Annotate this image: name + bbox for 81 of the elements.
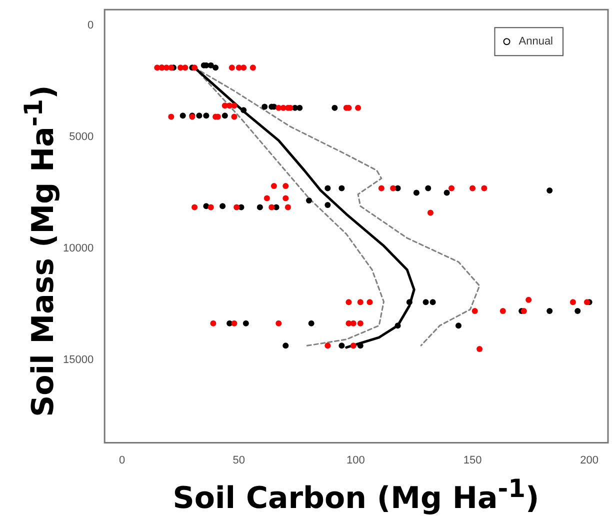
point — [240, 64, 247, 71]
point — [203, 112, 210, 119]
point — [355, 104, 362, 111]
point — [406, 299, 412, 306]
point — [430, 299, 436, 306]
point — [264, 195, 270, 202]
point — [500, 308, 506, 314]
point — [546, 308, 553, 314]
point — [270, 183, 277, 190]
point — [470, 185, 476, 192]
point — [444, 190, 450, 196]
point — [425, 185, 432, 192]
point — [476, 346, 483, 352]
point — [168, 114, 174, 120]
point — [574, 308, 581, 314]
point — [350, 342, 356, 349]
point — [427, 210, 434, 216]
point — [338, 342, 345, 349]
point — [394, 322, 401, 329]
point — [282, 342, 289, 349]
x-tick-label: 200 — [580, 454, 598, 466]
x-tick-label: 0 — [119, 454, 126, 466]
point — [413, 190, 420, 196]
point — [282, 195, 289, 202]
point — [366, 299, 373, 306]
point — [192, 204, 198, 210]
point — [168, 64, 174, 71]
point — [481, 185, 488, 192]
point — [250, 64, 256, 71]
point — [276, 320, 282, 326]
y-tick-label: 10000 — [62, 242, 94, 255]
point — [570, 299, 576, 306]
point — [242, 320, 249, 326]
point — [256, 204, 263, 210]
point — [390, 185, 396, 192]
point — [284, 204, 291, 210]
point — [455, 322, 462, 329]
point — [196, 112, 202, 119]
point — [526, 296, 532, 303]
point — [231, 320, 238, 326]
point — [324, 185, 331, 192]
point — [448, 185, 454, 192]
y-tick-label: 0 — [87, 19, 94, 32]
point — [268, 204, 275, 210]
y-tick-label: 15000 — [62, 354, 94, 366]
point — [212, 64, 219, 71]
point — [234, 204, 240, 210]
point — [180, 112, 186, 119]
point — [220, 203, 226, 210]
x-tick-label: 150 — [463, 454, 482, 466]
point — [332, 104, 338, 111]
point — [222, 112, 228, 119]
point — [584, 299, 590, 306]
point — [472, 308, 478, 314]
point — [231, 102, 238, 109]
point — [210, 320, 216, 326]
point — [262, 104, 268, 110]
point — [546, 187, 553, 194]
point — [282, 183, 289, 190]
point — [296, 104, 303, 111]
point — [231, 114, 238, 120]
point — [324, 202, 331, 208]
point — [378, 185, 384, 192]
point — [324, 342, 331, 349]
point — [346, 299, 352, 306]
point — [422, 299, 429, 306]
point — [208, 204, 214, 210]
point — [306, 198, 312, 204]
x-axis-title: Soil Carbon (Mg Ha$^{-1}$) — [172, 474, 540, 516]
x-tick-label: 50 — [232, 454, 246, 466]
point — [228, 64, 235, 71]
legend-label: Annual — [518, 36, 554, 48]
point — [308, 320, 314, 326]
point — [338, 185, 345, 192]
y-tick-label: 5000 — [69, 130, 94, 143]
point — [357, 320, 364, 326]
point — [182, 64, 188, 71]
point — [357, 299, 364, 306]
point — [240, 107, 247, 114]
point — [192, 64, 198, 71]
x-tick-label: 100 — [346, 454, 365, 466]
